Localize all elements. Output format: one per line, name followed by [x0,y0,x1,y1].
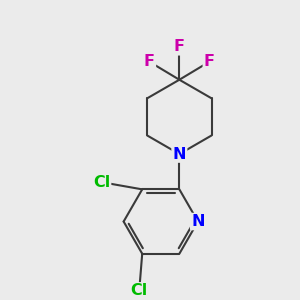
Text: Cl: Cl [93,175,110,190]
Text: N: N [191,214,205,229]
Text: F: F [174,39,185,54]
Text: Cl: Cl [130,284,148,298]
Text: N: N [172,147,186,162]
Text: F: F [144,54,155,69]
Text: F: F [204,54,215,69]
